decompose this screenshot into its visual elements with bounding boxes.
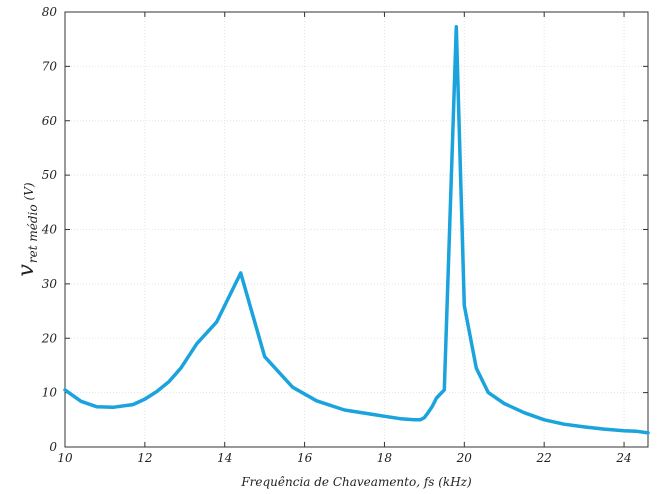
y-tick-label: 60 [42, 114, 58, 128]
grid [64, 11, 648, 448]
y-tick-label: 50 [42, 168, 58, 182]
x-tick-label: 24 [615, 451, 631, 465]
y-tick-label: 30 [42, 277, 58, 291]
y-axis-label: vret médio (V) [14, 182, 40, 276]
y-axis-label-main: v [14, 264, 39, 277]
y-tick-label: 40 [41, 223, 58, 237]
svg-text:vret médio(V): vret médio (V) [14, 182, 40, 276]
x-tick-label: 16 [297, 451, 313, 465]
x-tick-label: 14 [217, 451, 232, 465]
x-axis-label: Frequência de Chaveamento, fs (kHz) [240, 475, 472, 489]
y-tick-label: 10 [42, 386, 58, 400]
y-axis-label-unit: (V) [22, 182, 36, 200]
x-tick-label: 20 [456, 451, 473, 465]
x-tick-label: 18 [377, 451, 393, 465]
y-tick-label: 80 [42, 5, 58, 19]
series-line [63, 24, 650, 435]
y-tick-label: 70 [42, 59, 58, 73]
y-axis-label-subscript: ret médio [26, 204, 40, 263]
y-tick-label: 0 [49, 440, 57, 454]
x-tick-label: 10 [57, 451, 73, 465]
x-tick-label: 12 [137, 451, 152, 465]
x-tick-label: 22 [536, 451, 552, 465]
series-layer [63, 24, 650, 435]
y-tick-label: 20 [41, 331, 58, 345]
